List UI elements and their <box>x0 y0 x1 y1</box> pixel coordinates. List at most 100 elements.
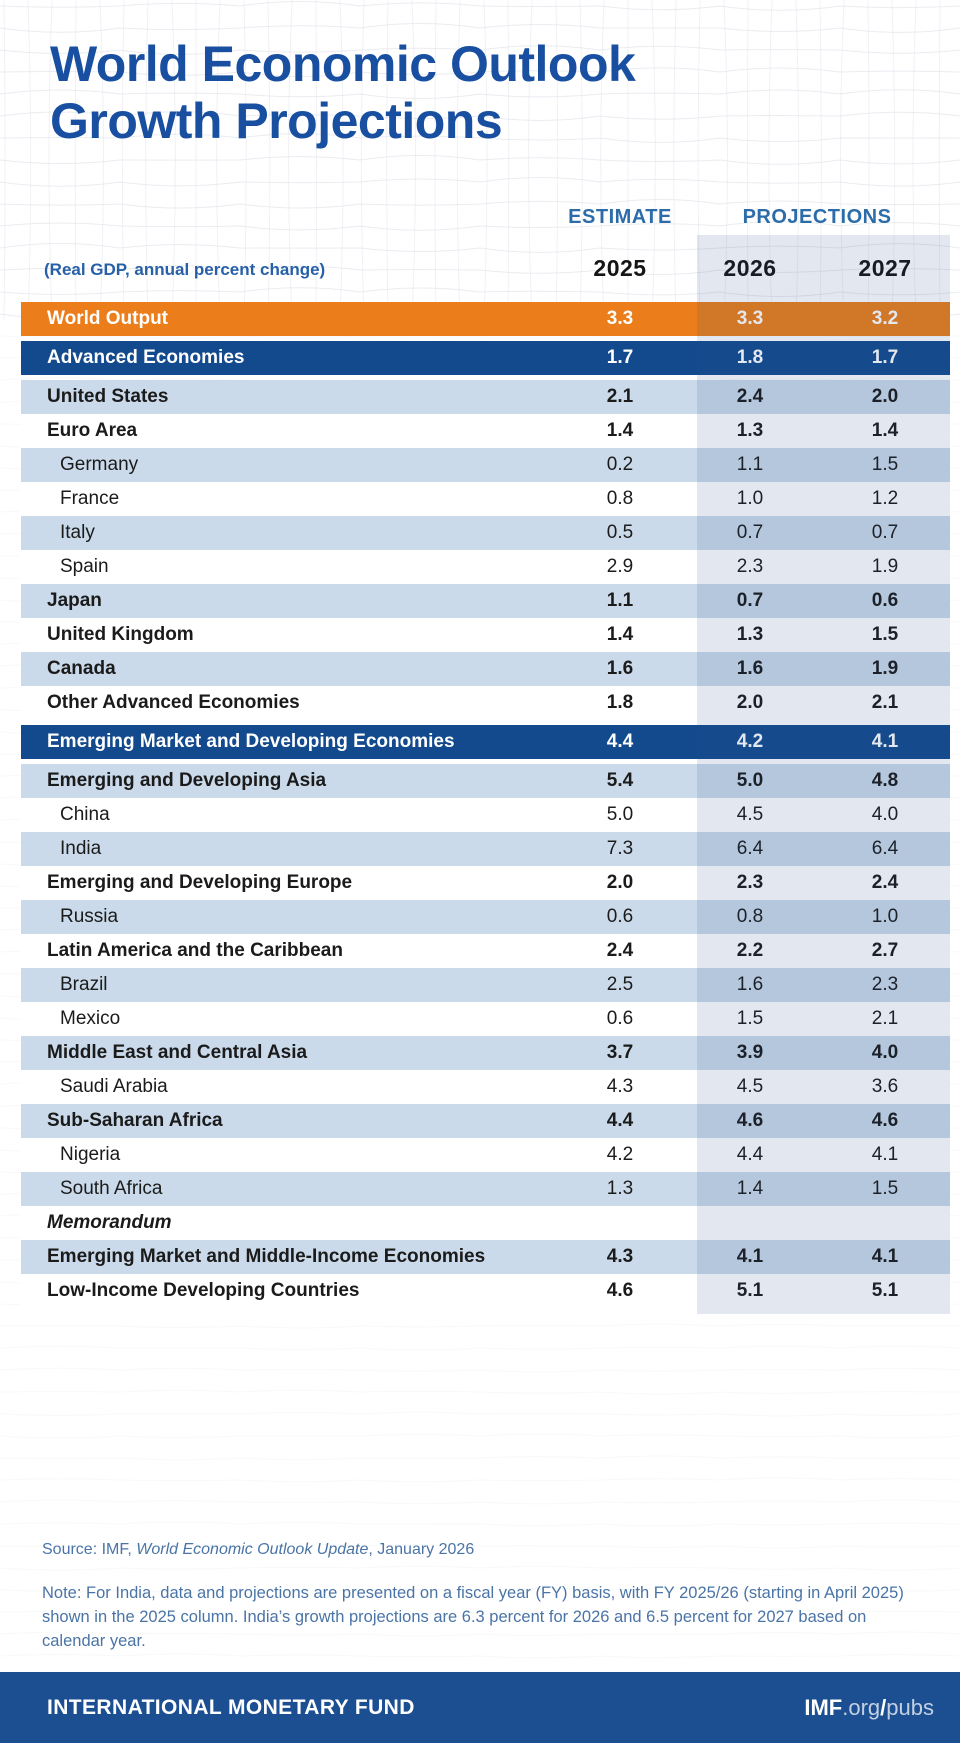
row-label: Emerging Market and Developing Economies <box>47 731 455 752</box>
table-row: India 7.3 6.4 6.4 <box>21 832 950 866</box>
footer-site-slash: / <box>880 1694 887 1720</box>
row-value-2027: 4.8 <box>871 770 899 791</box>
footer-site-pubs: pubs <box>886 1694 934 1720</box>
row-value-2026: 1.3 <box>736 624 764 645</box>
footer-site-dot-org: .org <box>842 1694 881 1720</box>
row-label: Emerging Market and Middle-Income Econom… <box>47 1246 486 1267</box>
row-value-2026: 1.1 <box>736 454 764 475</box>
row-value-2025: 3.7 <box>606 1042 634 1063</box>
row-value-2027: 3.2 <box>871 308 899 329</box>
row-value-2027: 1.0 <box>871 906 899 927</box>
row-value-2027: 3.6 <box>871 1076 899 1097</box>
row-value-2025: 5.0 <box>606 804 634 825</box>
row-value-2027: 2.7 <box>871 940 899 961</box>
row-value-2027: 4.6 <box>871 1110 899 1131</box>
row-value-2025: 4.6 <box>606 1280 634 1301</box>
row-label: Saudi Arabia <box>60 1076 168 1097</box>
row-label: Germany <box>60 454 139 475</box>
row-value-2025: 7.3 <box>606 838 634 859</box>
row-value-2026: 1.5 <box>736 1008 764 1029</box>
row-value-2027: 1.4 <box>871 420 899 441</box>
row-value-2027: 1.5 <box>871 624 899 645</box>
row-value-2025: 1.4 <box>606 624 634 645</box>
row-label: Advanced Economies <box>47 347 245 368</box>
row-value-2025: 2.1 <box>606 386 634 407</box>
page-title: World Economic Outlook Growth Projection… <box>50 36 636 150</box>
row-label: Emerging and Developing Asia <box>47 770 327 791</box>
table-row: France 0.8 1.0 1.2 <box>21 482 950 516</box>
row-label: South Africa <box>60 1178 163 1199</box>
row-label: United Kingdom <box>47 624 194 645</box>
row-label: Sub-Saharan Africa <box>47 1110 223 1131</box>
row-value-2027: 2.1 <box>871 1008 899 1029</box>
row-value-2025: 2.4 <box>606 940 634 961</box>
row-value-2026: 2.3 <box>736 872 764 893</box>
table-row: United Kingdom 1.4 1.3 1.5 <box>21 618 950 652</box>
row-label: Russia <box>60 906 119 927</box>
row-value-2025: 4.4 <box>606 731 634 752</box>
table-row: Canada 1.6 1.6 1.9 <box>21 652 950 686</box>
row-value-2027: 4.0 <box>871 804 899 825</box>
table-row: Nigeria 4.2 4.4 4.1 <box>21 1138 950 1172</box>
row-value-2027: 0.7 <box>871 522 899 543</box>
table-row: Saudi Arabia 4.3 4.5 3.6 <box>21 1070 950 1104</box>
footer-site-brand: IMF <box>804 1694 843 1720</box>
row-value-2025: 1.3 <box>606 1178 634 1199</box>
row-value-2026: 2.4 <box>736 386 764 407</box>
row-value-2026: 4.5 <box>736 804 764 825</box>
table-row: Low-Income Developing Countries 4.6 5.1 5.1 <box>21 1274 950 1308</box>
footer-org-name: INTERNATIONAL MONETARY FUND <box>47 1695 415 1719</box>
source-note: Source: IMF, World Economic Outlook Upda… <box>42 1541 474 1559</box>
table-row: Euro Area 1.4 1.3 1.4 <box>21 414 950 448</box>
row-value-2027: 6.4 <box>871 838 899 859</box>
row-value-2025: 2.9 <box>606 556 634 577</box>
year-header-2027: 2027 <box>858 255 912 281</box>
row-value-2026: 2.2 <box>736 940 764 961</box>
row-value-2026: 4.2 <box>736 731 764 752</box>
row-value-2027: 1.7 <box>871 347 899 368</box>
row-value-2025: 0.6 <box>606 1008 634 1029</box>
table-row: Brazil 2.5 1.6 2.3 <box>21 968 950 1002</box>
row-value-2026: 0.7 <box>736 522 764 543</box>
row-value-2027: 4.1 <box>871 731 899 752</box>
row-value-2026: 3.3 <box>736 308 764 329</box>
table-row: Russia 0.6 0.8 1.0 <box>21 900 950 934</box>
page-title-line1: World Economic Outlook <box>50 36 636 92</box>
table-row: Other Advanced Economies 1.8 2.0 2.1 <box>21 686 950 720</box>
row-value-2025: 4.3 <box>606 1076 634 1097</box>
row-value-2027: 2.4 <box>871 872 899 893</box>
table-row: Latin America and the Caribbean 2.4 2.2 2.7 <box>21 934 950 968</box>
row-value-2026: 2.0 <box>736 692 764 713</box>
row-label: Spain <box>60 556 109 577</box>
year-header-2026: 2026 <box>723 255 777 281</box>
table-row: Emerging Market and Middle-Income Econom… <box>21 1240 950 1274</box>
row-value-2025: 1.7 <box>606 347 634 368</box>
row-label: China <box>60 804 110 825</box>
table-row: Spain 2.9 2.3 1.9 <box>21 550 950 584</box>
table-row: Germany 0.2 1.1 1.5 <box>21 448 950 482</box>
row-label: Middle East and Central Asia <box>47 1042 308 1063</box>
row-value-2026: 4.5 <box>736 1076 764 1097</box>
row-value-2027: 1.9 <box>871 658 899 679</box>
row-label: Euro Area <box>47 420 138 441</box>
row-value-2026: 1.4 <box>736 1178 764 1199</box>
footer-site-link: IMF.org/pubs <box>804 1695 934 1721</box>
table-unit-label: (Real GDP, annual percent change) <box>44 260 326 279</box>
row-value-2027: 1.5 <box>871 454 899 475</box>
table-row: Emerging Market and Developing Economies… <box>21 725 950 759</box>
growth-projections-table: World Output 3.3 3.3 3.2 Advanced Economies 1… <box>21 302 950 1308</box>
row-value-2026: 4.1 <box>736 1246 764 1267</box>
row-value-2025: 3.3 <box>606 308 634 329</box>
row-value-2026: 0.8 <box>736 906 764 927</box>
row-value-2025: 4.4 <box>606 1110 634 1131</box>
row-label: Emerging and Developing Europe <box>47 872 353 893</box>
row-label: Japan <box>47 590 102 611</box>
table-row: Middle East and Central Asia 3.7 3.9 4.0 <box>21 1036 950 1070</box>
source-suffix: , January 2026 <box>368 1541 475 1558</box>
row-label: Other Advanced Economies <box>47 692 300 713</box>
row-label: Italy <box>60 522 95 543</box>
table-row: Japan 1.1 0.7 0.6 <box>21 584 950 618</box>
title-block: World Economic Outlook Growth Projection… <box>50 36 636 150</box>
row-value-2025: 0.5 <box>606 522 634 543</box>
row-value-2025: 2.0 <box>606 872 634 893</box>
